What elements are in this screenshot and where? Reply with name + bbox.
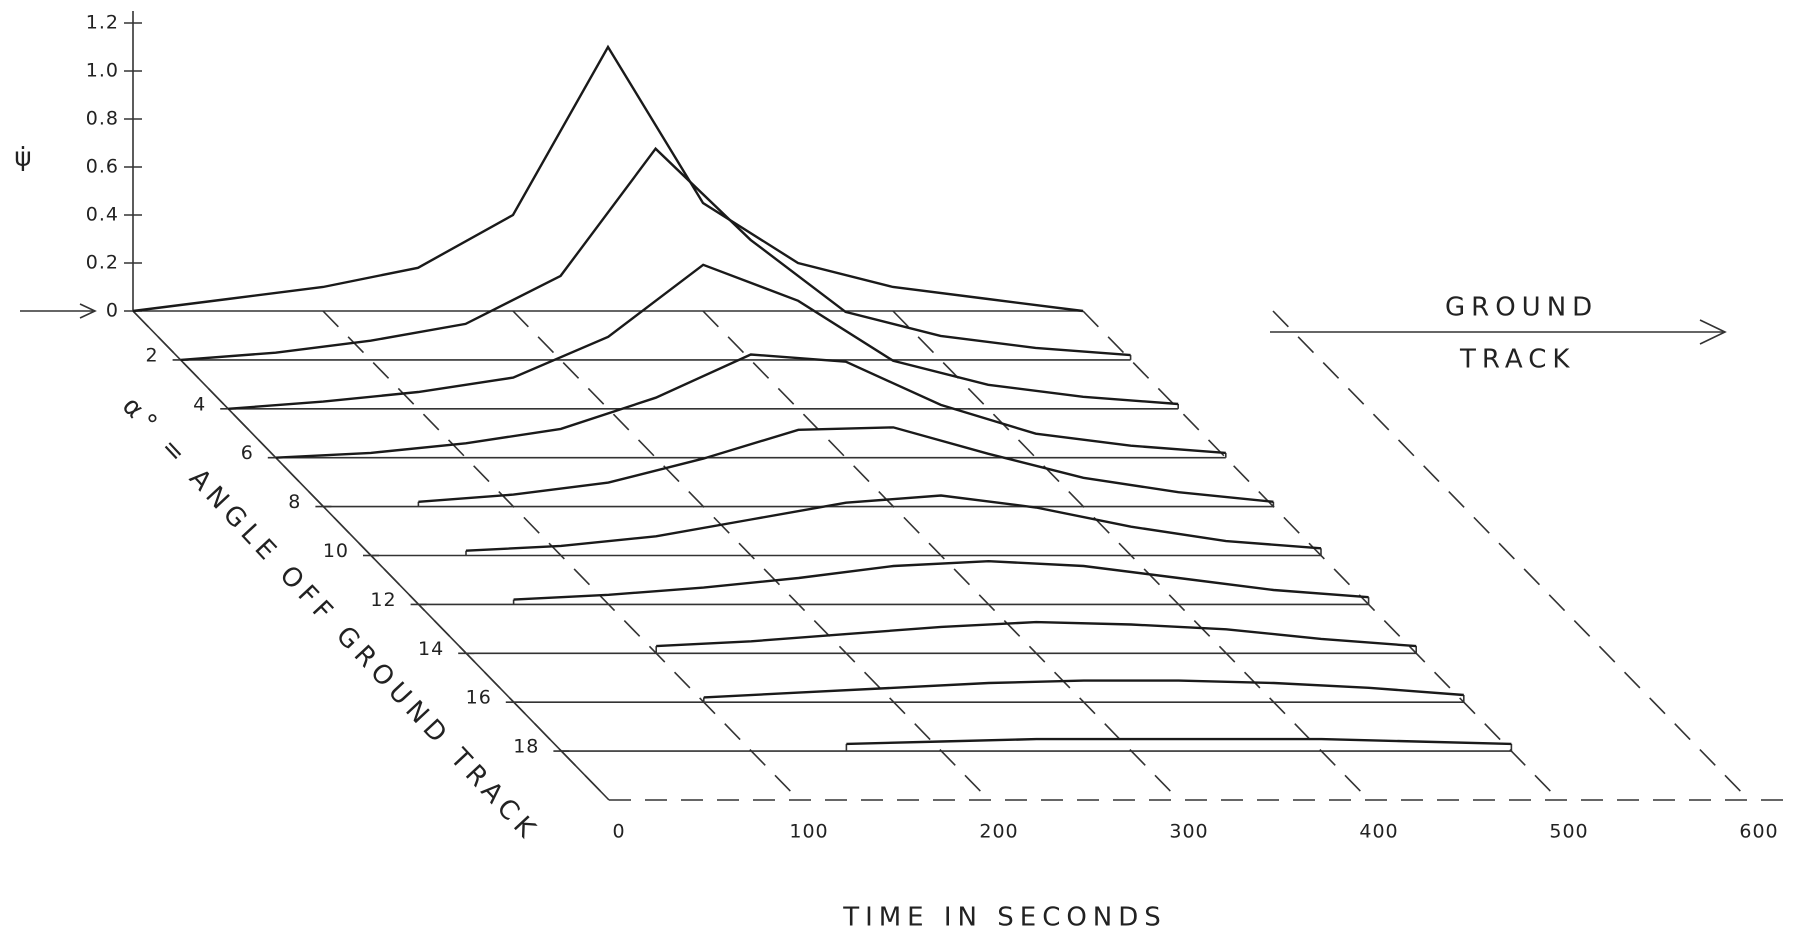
- y-tick-label: 1.0: [86, 60, 119, 82]
- x-tick-label: 400: [1359, 821, 1398, 843]
- z-axis-label: α° = ANGLE OFF GROUND TRACK: [116, 391, 545, 848]
- y-tick-label: 0.4: [86, 204, 119, 226]
- arrow-head: [79, 303, 97, 319]
- x-tick-label: 300: [1169, 821, 1208, 843]
- z-tick-label: 2: [146, 344, 159, 366]
- z-tick-label: 12: [370, 589, 396, 611]
- x-tick-label: 500: [1549, 821, 1588, 843]
- x-tick-label: 600: [1739, 821, 1778, 843]
- x-axis-label: TIME IN SECONDS: [842, 903, 1167, 933]
- z-tick-label: 10: [323, 540, 349, 562]
- curve: [513, 559, 1369, 601]
- curve: [180, 146, 1131, 362]
- y-tick-label: 0.6: [86, 156, 119, 178]
- curve: [132, 44, 1084, 313]
- z-tick-label: 4: [193, 393, 206, 415]
- annotation: GROUND: [1445, 293, 1598, 323]
- curve: [465, 494, 1322, 552]
- x-tick-label: 0: [612, 821, 625, 843]
- z-tick-label: 6: [241, 442, 254, 464]
- annotation: TRACK: [1459, 345, 1575, 375]
- curve: [846, 737, 1512, 746]
- x-tick-label: 100: [789, 821, 828, 843]
- curve: [703, 679, 1464, 699]
- curve: [275, 353, 1226, 459]
- grid-line: [1272, 310, 1750, 801]
- y-tick-label: 1.2: [86, 12, 119, 34]
- z-tick-label: 8: [288, 491, 301, 513]
- y-axis-label: ψ̇: [14, 143, 37, 173]
- arrow-head: [1699, 319, 1727, 345]
- x-tick-label: 200: [979, 821, 1018, 843]
- curve: [228, 263, 1179, 410]
- z-tick-label: 16: [466, 687, 492, 709]
- curve: [418, 426, 1274, 503]
- y-tick-label: 0.2: [86, 252, 119, 274]
- z-tick-label: 18: [513, 736, 539, 758]
- curve: [656, 620, 1417, 648]
- y-tick-label: 0: [106, 300, 119, 322]
- y-tick-label: 0.8: [86, 108, 119, 130]
- z-tick-label: 14: [418, 638, 444, 660]
